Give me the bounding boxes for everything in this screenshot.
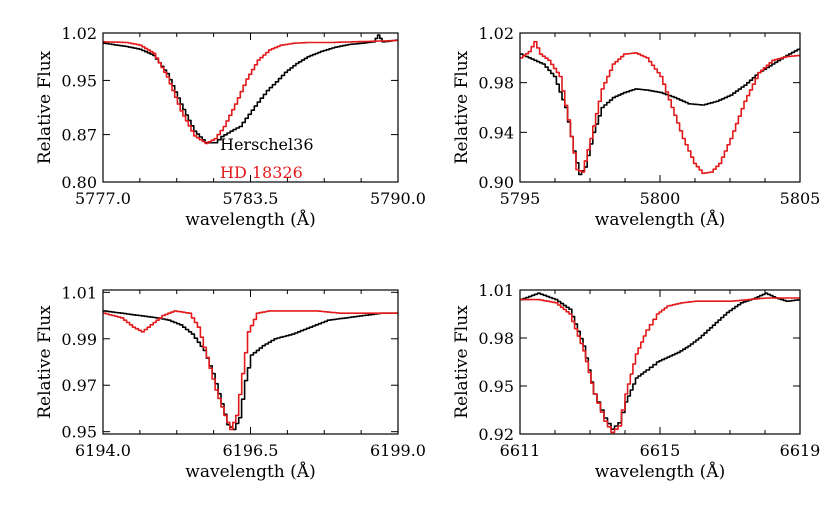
y-axis-label: Relative Flux [452,50,472,164]
series-line-hd-18326 [103,310,398,431]
plot-frame [519,32,801,183]
series-line-hd-18326 [520,297,800,434]
panel-4: 6611 6615 6619 0.92 0.95 0.98 1.01 wavelength (… [452,281,820,482]
x-tick-label: 6615 [640,441,681,460]
y-tick-label: 0.95 [478,377,514,396]
x-axis-label: wavelength (Å) [185,209,315,230]
y-tick-label: 1.02 [61,24,97,43]
x-tick-label: 5795 [500,189,541,208]
x-tick-label: 5777.0 [75,189,131,208]
series-line-hd-18326 [520,40,800,175]
y-tick-label: 0.98 [478,74,514,93]
series-line-herschel36 [103,310,398,431]
y-tick-label: 0.90 [478,173,514,192]
y-tick-label: 0.94 [478,123,514,142]
x-tick-label: 6619 [780,441,821,460]
x-tick-label: 6611 [500,441,541,460]
y-tick-label: 0.95 [61,71,97,90]
x-tick-label: 5783.5 [223,189,279,208]
y-tick-label: 0.95 [61,423,97,442]
y-tick-label: 1.01 [61,283,97,302]
y-tick-label: 1.01 [478,281,514,300]
x-tick-label: 6199.0 [370,441,426,460]
y-axis-label: Relative Flux [452,305,472,419]
x-axis-label: wavelength (Å) [595,209,725,230]
x-tick-label: 5800 [640,189,681,208]
series-line-herschel36 [520,292,800,430]
y-tick-label: 1.02 [478,24,514,43]
x-tick-label: 5790.0 [370,189,426,208]
panel-1: 5777.0 5783.5 5790.0 0.80 0.87 0.95 1.02 wavele… [35,24,426,230]
panel-3: 6194.0 6196.5 6199.0 0.95 0.97 0.99 1.01 wavele… [35,283,426,482]
x-tick-label: 5805 [780,189,821,208]
x-axis-label: wavelength (Å) [595,461,725,482]
legend-entry-herschel36: Herschel36 [220,135,314,154]
y-tick-label: 0.87 [61,126,97,145]
y-axis-label: Relative Flux [35,50,55,164]
series-line-herschel36 [103,34,398,144]
y-tick-label: 0.97 [61,376,97,395]
plot-frame [102,32,399,183]
x-axis-label: wavelength (Å) [185,461,315,482]
y-tick-label: 0.98 [478,329,514,348]
y-tick-label: 0.99 [61,330,97,349]
series-line-hd-18326 [103,39,398,145]
y-tick-label: 0.92 [478,425,514,444]
y-axis-label: Relative Flux [35,305,55,419]
legend-entry-hd-18326: HD 18326 [220,163,303,182]
legend: Herschel36 HD 18326 [220,135,314,182]
x-tick-label: 6194.0 [75,441,131,460]
panel-2: 5795 5800 5805 0.90 0.94 0.98 1.02 wavelength (… [452,24,820,230]
y-tick-label: 0.80 [61,173,97,192]
x-tick-label: 6196.5 [223,441,279,460]
series-line-herschel36 [520,47,800,176]
